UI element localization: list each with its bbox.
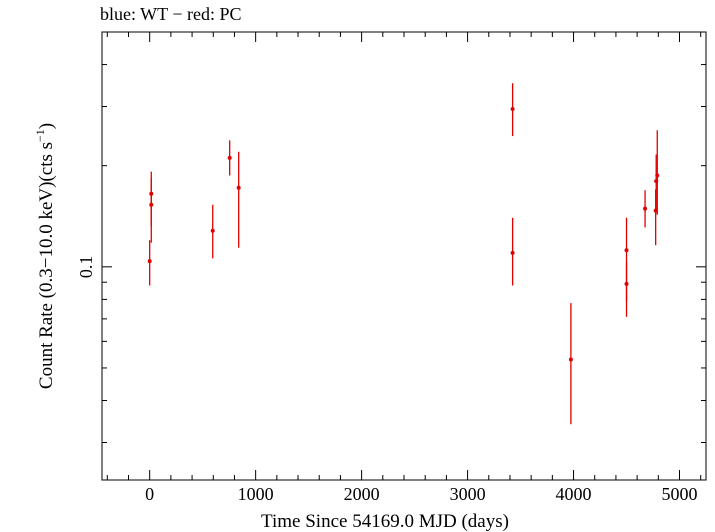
data-point	[149, 178, 154, 243]
data-point	[210, 204, 215, 259]
x-tick-label: 2000	[344, 484, 380, 504]
point-marker	[227, 155, 232, 160]
data-point	[147, 240, 152, 286]
point-marker	[147, 259, 152, 264]
x-axis-label: Time Since 54169.0 MJD (days)	[261, 511, 509, 532]
point-marker	[210, 228, 215, 233]
point-marker	[236, 185, 241, 190]
x-axis-ticks: 0 1000 2000 3000 4000 5000	[106, 32, 702, 504]
data-point	[236, 151, 241, 248]
y-axis-label-main: Count Rate (0.3−10.0 keV)(cts s	[36, 142, 57, 389]
point-marker	[624, 281, 629, 286]
y-tick-label: 0.1	[76, 256, 96, 279]
x-tick-label: 5000	[662, 484, 698, 504]
point-marker	[643, 206, 648, 211]
data-point	[643, 190, 648, 228]
y-axis-label-exponent: −1	[33, 129, 47, 142]
data-point	[227, 140, 232, 176]
point-marker	[624, 248, 629, 253]
x-tick-label: 4000	[556, 484, 592, 504]
plot-frame	[101, 31, 707, 481]
data-point	[510, 217, 515, 286]
data-point	[568, 303, 573, 425]
data-point	[655, 130, 660, 215]
x-tick-label: 3000	[450, 484, 486, 504]
point-marker	[510, 250, 515, 255]
y-axis-ticks: 0.1	[76, 64, 706, 443]
data-points	[147, 83, 660, 425]
data-point	[510, 83, 515, 137]
y-axis-label-close: )	[36, 123, 57, 129]
chart-title: blue: WT − red: PC	[100, 4, 242, 24]
point-marker	[568, 357, 573, 362]
point-marker	[510, 106, 515, 111]
point-marker	[655, 173, 660, 178]
y-axis-label: Count Rate (0.3−10.0 keV)(cts s−1)	[33, 123, 57, 389]
data-point	[624, 262, 629, 317]
x-tick-label: 1000	[238, 484, 274, 504]
x-tick-label: 0	[145, 484, 154, 504]
point-marker	[149, 202, 154, 207]
